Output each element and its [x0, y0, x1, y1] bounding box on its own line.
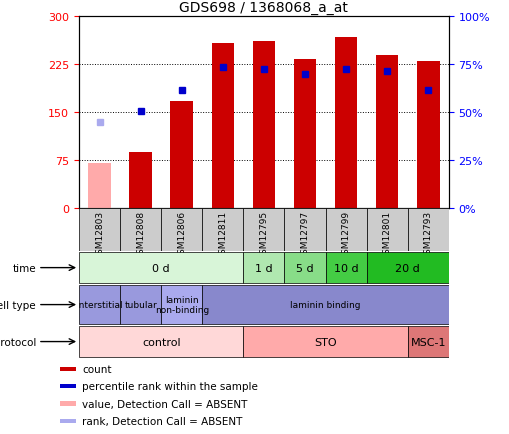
Text: 1 d: 1 d [254, 263, 272, 273]
Bar [60, 367, 75, 371]
Bar [161, 285, 202, 325]
Bar [375, 56, 398, 208]
Text: growth protocol: growth protocol [0, 337, 36, 347]
Text: 5 d: 5 d [296, 263, 313, 273]
Text: tubular: tubular [124, 300, 157, 309]
Bar [202, 285, 448, 325]
Bar [366, 208, 407, 252]
Text: interstitial: interstitial [76, 300, 123, 309]
Text: rank, Detection Call = ABSENT: rank, Detection Call = ABSENT [82, 416, 242, 426]
Bar [79, 326, 243, 358]
Bar [293, 60, 316, 208]
Bar [407, 208, 448, 252]
Text: STO: STO [314, 337, 336, 347]
Title: GDS698 / 1368068_a_at: GDS698 / 1368068_a_at [179, 1, 348, 15]
Bar [243, 326, 407, 358]
Text: GSM12803: GSM12803 [95, 210, 104, 260]
Text: GSM12793: GSM12793 [423, 210, 432, 260]
Text: control: control [142, 337, 180, 347]
Bar [325, 208, 366, 252]
Bar [88, 164, 110, 208]
Text: MSC-1: MSC-1 [410, 337, 445, 347]
Bar [120, 285, 161, 325]
Text: GSM12799: GSM12799 [341, 210, 350, 260]
Text: GSM12808: GSM12808 [136, 210, 145, 260]
Bar [243, 208, 284, 252]
Bar [284, 252, 325, 284]
Bar [202, 208, 243, 252]
Bar [407, 326, 448, 358]
Bar [60, 419, 75, 423]
Text: laminin binding: laminin binding [290, 300, 360, 309]
Bar [325, 252, 366, 284]
Bar [170, 102, 193, 208]
Bar [161, 208, 202, 252]
Bar [79, 252, 243, 284]
Text: GSM12801: GSM12801 [382, 210, 391, 260]
Bar [366, 252, 448, 284]
Text: percentile rank within the sample: percentile rank within the sample [82, 381, 258, 391]
Bar [284, 208, 325, 252]
Text: 0 d: 0 d [152, 263, 169, 273]
Text: count: count [82, 364, 111, 374]
Text: laminin
non-binding: laminin non-binding [154, 295, 209, 315]
Text: cell type: cell type [0, 300, 36, 310]
Bar [252, 42, 275, 208]
Text: time: time [12, 263, 36, 273]
Bar [60, 401, 75, 406]
Bar [334, 38, 357, 208]
Bar [79, 285, 120, 325]
Text: GSM12806: GSM12806 [177, 210, 186, 260]
Text: 10 d: 10 d [333, 263, 358, 273]
Bar [60, 384, 75, 388]
Text: GSM12795: GSM12795 [259, 210, 268, 260]
Text: value, Detection Call = ABSENT: value, Detection Call = ABSENT [82, 399, 247, 408]
Bar [243, 252, 284, 284]
Bar [129, 152, 152, 208]
Bar [211, 44, 234, 208]
Bar [120, 208, 161, 252]
Text: GSM12797: GSM12797 [300, 210, 309, 260]
Bar [79, 208, 120, 252]
Text: 20 d: 20 d [394, 263, 419, 273]
Bar [416, 62, 439, 208]
Text: GSM12811: GSM12811 [218, 210, 227, 260]
